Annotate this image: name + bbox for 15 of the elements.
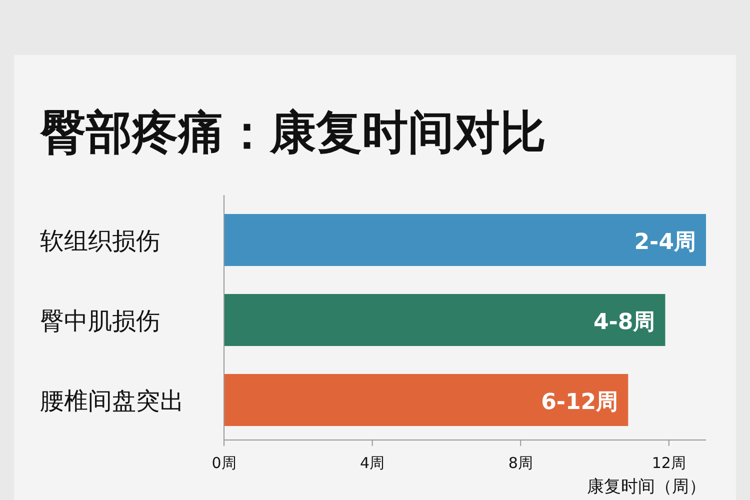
y-tick-label: 软组织损伤	[40, 227, 160, 255]
bar	[224, 374, 628, 426]
x-tick-label: 12周	[652, 454, 686, 472]
chart-title: 臀部疼痛：康复时间对比	[39, 105, 546, 159]
x-tick-label: 4周	[360, 454, 385, 472]
x-axis-title: 康复时间（周）	[587, 477, 706, 497]
x-tick-label: 8周	[508, 454, 533, 472]
y-tick-label: 腰椎间盘突出	[40, 387, 184, 415]
y-tick-label: 臀中肌损伤	[40, 307, 160, 335]
bar	[224, 294, 666, 346]
data-label: 6-12周	[541, 390, 618, 415]
data-label: 2-4周	[634, 230, 696, 255]
data-label: 4-8周	[593, 310, 656, 335]
bar	[224, 214, 706, 266]
x-tick-label: 0周	[212, 454, 236, 472]
